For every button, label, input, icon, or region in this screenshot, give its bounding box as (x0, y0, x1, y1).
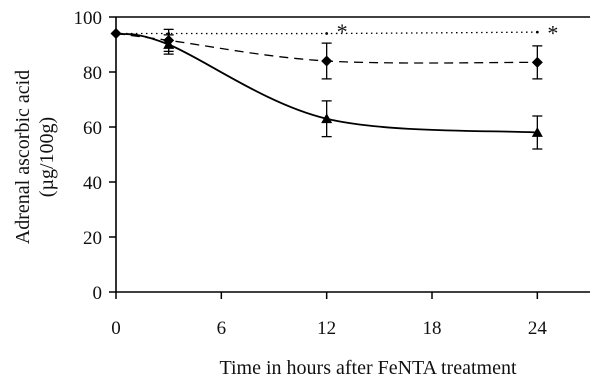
diamond-marker (531, 56, 543, 68)
triangle-marker (163, 39, 175, 49)
x-tick-label: 0 (111, 318, 121, 339)
y-tick-label: 100 (74, 8, 103, 29)
y-axis-title-line1: Adrenal ascorbic acid (12, 70, 34, 244)
y-tick-label: 40 (83, 173, 102, 194)
y-tick-label: 80 (83, 63, 102, 84)
triangle-marker (531, 127, 543, 137)
series-line-solid (115, 32, 538, 134)
dot-marker (325, 32, 329, 35)
y-tick-label: 20 (83, 228, 102, 249)
dot-marker (535, 30, 539, 34)
y-tick-label: 60 (83, 118, 102, 139)
y-axis-title-line2: (µg/100g) (36, 117, 58, 197)
series-line-dotted (116, 31, 538, 35)
axes (109, 16, 590, 299)
x-tick-label: 12 (317, 318, 336, 339)
x-tick-label: 18 (423, 318, 442, 339)
plot-lines (115, 31, 538, 134)
x-axis-title: Time in hours after FeNTA treatment (219, 357, 516, 379)
triangle-marker (321, 113, 333, 124)
x-tick-label: 24 (528, 318, 548, 339)
significance-asterisk: * (337, 19, 348, 44)
plot-markers: * * (110, 19, 558, 150)
diamond-marker (321, 55, 333, 67)
significance-asterisk: * (547, 20, 558, 45)
y-tick-label: 0 (93, 283, 103, 304)
x-tick-label: 6 (217, 318, 227, 339)
tick-labels: 0 20 40 60 80 100 0 6 12 18 24 (74, 8, 548, 339)
